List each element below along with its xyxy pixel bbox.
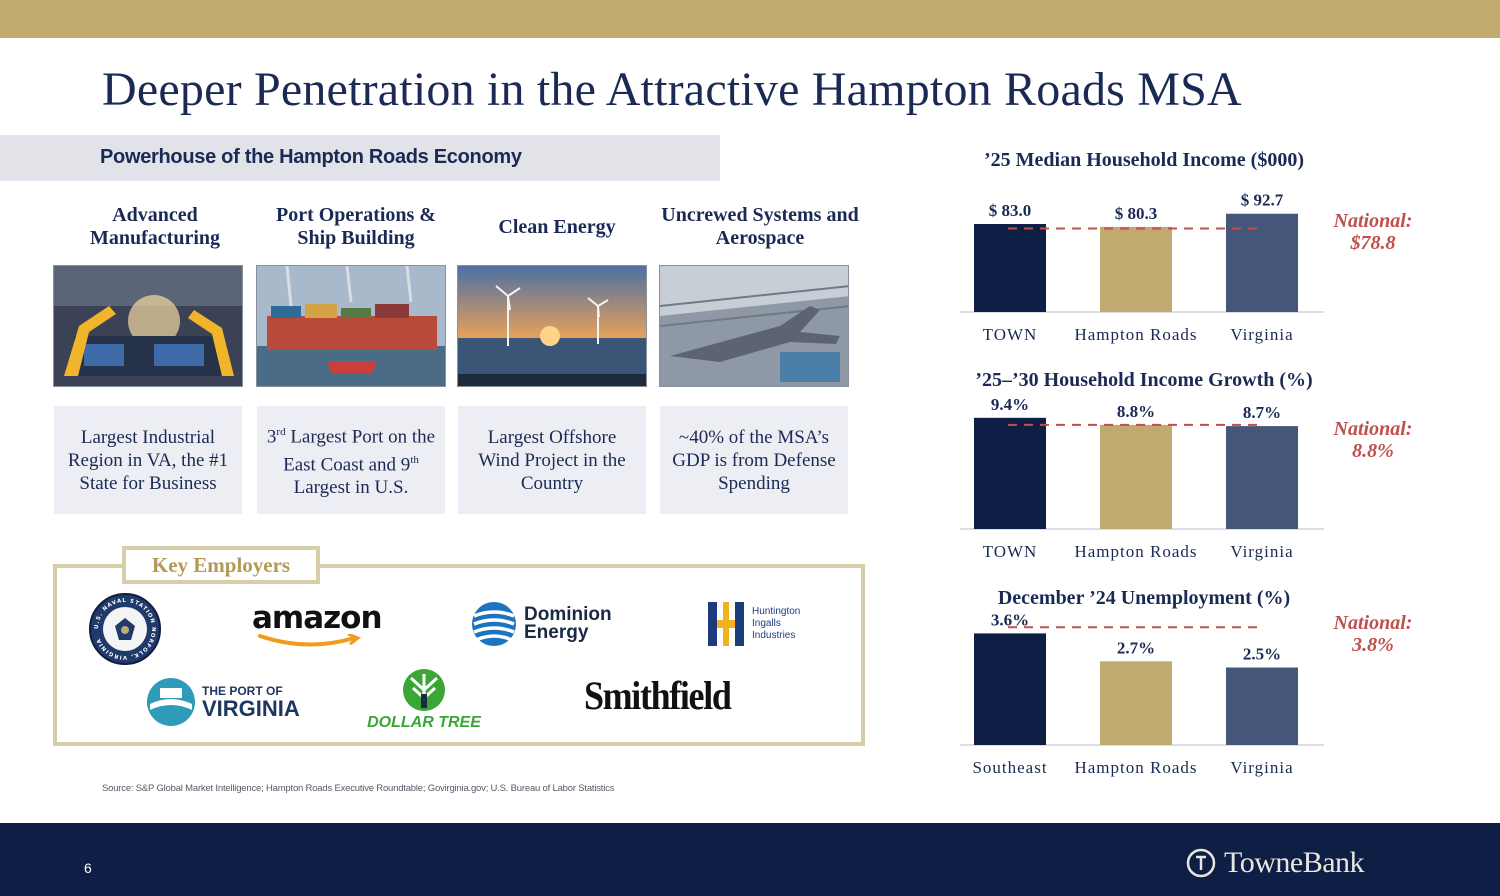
fact-port: 3rd Largest Port on the East Coast and 9… <box>257 406 445 514</box>
fact-aerospace: ~40% of the MSA’s GDP is from Defense Sp… <box>660 406 848 514</box>
chart-1-value-label-2: 8.7% <box>1243 403 1281 422</box>
dominion-wave-icon <box>472 602 516 646</box>
amazon-smile-icon <box>258 634 362 647</box>
chart-0-value-label-1: $ 80.3 <box>1115 204 1158 223</box>
port-virginia-line2: VIRGINIA <box>202 695 300 721</box>
chart-0-value-label-2: $ 92.7 <box>1241 191 1284 210</box>
chart-0-value-label-0: $ 83.0 <box>989 201 1032 220</box>
key-employers-tab: Key Employers <box>122 546 320 584</box>
chart-1-bar-2 <box>1226 426 1298 529</box>
top-gold-band <box>0 0 1500 38</box>
chart-1-bar-1 <box>1100 424 1172 529</box>
offshore-wind-photo <box>457 265 647 387</box>
chart-0-bar-1 <box>1100 226 1172 312</box>
source-note: Source: S&P Global Market Intelligence; … <box>102 783 615 794</box>
chart-0-category-1: Hampton Roads <box>1074 325 1197 344</box>
fact-energy: Largest Offshore Wind Project in the Cou… <box>458 406 646 514</box>
chart-0-bar-2 <box>1226 213 1298 312</box>
chart-2-category-0: Southeast <box>972 758 1047 777</box>
chart-2-bar-2 <box>1226 667 1298 745</box>
us-navy-seal-logo: U.S. NAVAL STATION NORFOLK, VIRGINIA <box>88 592 162 670</box>
chart-2-bar-0 <box>974 633 1046 745</box>
dollar-tree-icon <box>403 669 445 711</box>
huntington-line3: Industries <box>752 630 796 641</box>
chart-2-bar-1 <box>1100 661 1172 745</box>
chart-0-category-0: TOWN <box>983 325 1038 344</box>
towne-bank-monogram-icon <box>1186 848 1216 878</box>
chart-1-bar-0 <box>974 417 1046 529</box>
huntington-hi-icon <box>708 602 744 646</box>
national-income-label: National: $78.8 <box>1333 210 1413 254</box>
section-header: Powerhouse of the Hampton Roads Economy <box>0 135 720 181</box>
sector-label-manufacturing: Advanced Manufacturing <box>90 204 220 249</box>
chart-2-value-label-1: 2.7% <box>1117 638 1155 657</box>
chart-0-category-2: Virginia <box>1230 325 1293 344</box>
aircraft-hangar-photo <box>659 265 849 387</box>
section-header-label: Powerhouse of the Hampton Roads Economy <box>100 146 522 168</box>
dollar-tree-wordmark: DOLLAR TREE <box>367 714 481 731</box>
chart-1-category-0: TOWN <box>983 542 1038 561</box>
robotic-factory-photo <box>53 265 243 387</box>
chart-1-value-label-1: 8.8% <box>1117 402 1155 421</box>
fact-manufacturing: Largest Industrial Region in VA, the #1 … <box>54 406 242 514</box>
brand-name: TowneBank <box>1224 846 1365 879</box>
chart-2-category-2: Virginia <box>1230 758 1293 777</box>
dollar-tree-logo: DOLLAR TREE <box>358 668 490 732</box>
amazon-logo: amazon <box>252 600 383 647</box>
port-virginia-globe-icon <box>147 678 195 726</box>
page-title: Deeper Penetration in the Attractive Ham… <box>102 63 1242 116</box>
chart-2-category-1: Hampton Roads <box>1074 758 1197 777</box>
port-virginia-line1: THE PORT OF <box>202 683 283 698</box>
bar-charts: ’25 Median Household Income ($000) $ 83.0… <box>960 149 1324 777</box>
huntington-ingalls-logo: Huntington Ingalls Industries <box>706 600 800 648</box>
page-number: 6 <box>84 860 92 876</box>
sector-label-aerospace: Uncrewed Systems and Aerospace <box>661 204 859 249</box>
national-growth-label: National: 8.8% <box>1333 418 1413 462</box>
chart-2-title: December ’24 Unemployment (%) <box>998 587 1290 609</box>
container-port-photo <box>256 265 446 387</box>
national-unemployment-label: National: 3.8% <box>1333 612 1413 656</box>
dominion-line1: Dominion <box>524 604 612 625</box>
smithfield-logo: Smithfield <box>584 673 732 718</box>
chart-1-value-label-0: 9.4% <box>991 395 1029 414</box>
sector-label-energy: Clean Energy <box>498 215 616 238</box>
chart-1-category-1: Hampton Roads <box>1074 542 1197 561</box>
dominion-line2: Energy <box>524 622 589 643</box>
amazon-wordmark: amazon <box>252 600 383 636</box>
huntington-line1: Huntington <box>752 606 801 617</box>
huntington-line2: Ingalls <box>752 618 781 629</box>
chart-0-bar-0 <box>974 224 1046 312</box>
chart-1-title: ’25–’30 Household Income Growth (%) <box>975 369 1312 391</box>
dominion-energy-logo: Dominion Energy <box>472 600 612 648</box>
chart-1-category-2: Virginia <box>1230 542 1293 561</box>
chart-0-title: ’25 Median Household Income ($000) <box>984 149 1304 171</box>
sector-label-port: Port Operations & Ship Building <box>276 204 436 249</box>
chart-2-value-label-2: 2.5% <box>1243 645 1281 664</box>
footer-bar <box>0 823 1500 896</box>
chart-2-value-label-0: 3.6% <box>991 610 1029 629</box>
port-of-virginia-logo: THE PORT OF VIRGINIA <box>146 676 300 728</box>
towne-bank-brand: TowneBank <box>1186 846 1365 880</box>
